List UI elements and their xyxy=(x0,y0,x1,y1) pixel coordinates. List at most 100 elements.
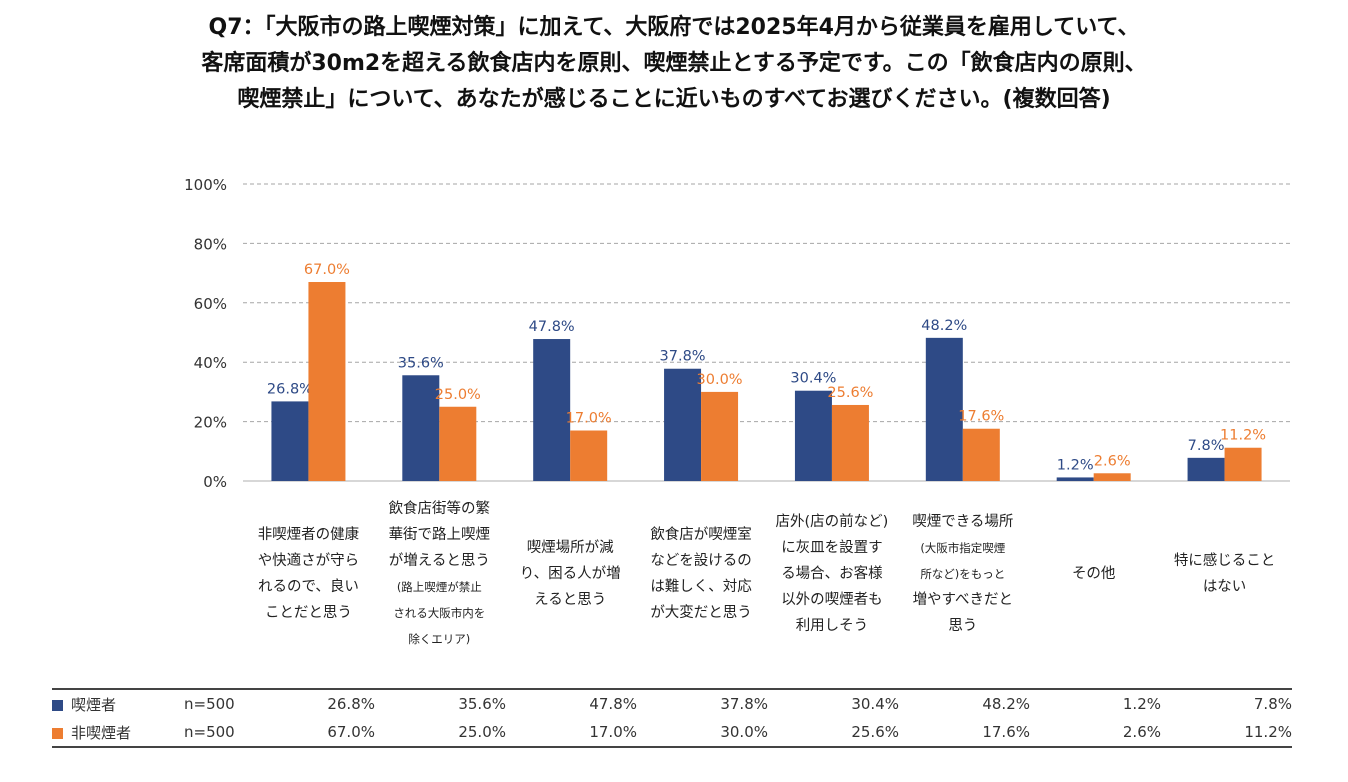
data-label-smoker: 47.8% xyxy=(529,319,575,335)
bar-smoker xyxy=(271,401,309,481)
category-label: 飲食店が喫煙室 などを設けるの は難しく、対応 が大変だと思う xyxy=(639,522,763,626)
category-label: 店外(店の前など) に灰皿を設置す る場合、お客様 以外の喫煙者も 利用しそう xyxy=(770,509,894,639)
category-label-line: 喫煙場所が減 xyxy=(526,540,614,556)
y-tick-label: 80% xyxy=(194,235,227,253)
table-row-nonsmoker: 非喫煙者 n=500 67.0% 25.0% 17.0% 30.0% 25.6% 17.6% 2… xyxy=(52,718,1292,748)
table-cell: 37.8% xyxy=(637,688,768,718)
category-label-line: り、困る人が増 xyxy=(519,566,621,582)
bar-nonsmoker xyxy=(1224,447,1262,481)
table-cell: 25.0% xyxy=(375,718,506,748)
category-label: 非喫煙者の健康 や快適さが守ら れるので、良い ことだと思う xyxy=(246,522,370,626)
data-label-nonsmoker: 67.0% xyxy=(304,262,350,278)
data-label-nonsmoker: 17.0% xyxy=(566,411,612,427)
bar-chart: 0% 20% 40% 60% 80% 100% 26.8% 67.0% 35.6% 25.0% 47… xyxy=(184,176,1290,491)
data-label-nonsmoker: 17.6% xyxy=(958,409,1004,425)
category-label: 飲食店街等の繁 華街で路上喫煙 が増えると思う (路上喫煙が禁止 される大阪市内を 除くエ… xyxy=(377,496,501,652)
title-line-1: Q7：「大阪市の路上喫煙対策」に加えて、大阪府では2025年4月から従業員を雇用… xyxy=(208,15,1140,40)
category-label-line: (大阪市指定喫煙 xyxy=(920,541,1006,555)
category-label-line: えると思う xyxy=(534,592,607,608)
y-tick-label: 0% xyxy=(203,473,227,491)
y-tick-label: 20% xyxy=(194,414,227,432)
title-line-3: 喫煙禁止」について、あなたが感じることに近いものすべてお選びください。(複数回答… xyxy=(237,87,1111,112)
category-label: 喫煙できる場所 (大阪市指定喫煙 所など)をもっと 増やすべきだと 思う xyxy=(901,509,1025,639)
bar-smoker xyxy=(794,390,832,481)
category-label: その他 xyxy=(1032,561,1156,587)
table-cell: 35.6% xyxy=(375,688,506,718)
category-label-line: や快適さが守ら xyxy=(257,553,360,569)
data-label-smoker: 7.8% xyxy=(1188,438,1225,454)
chart-title: Q7：「大阪市の路上喫煙対策」に加えて、大阪府では2025年4月から従業員を雇用… xyxy=(0,10,1348,118)
y-tick-label: 100% xyxy=(184,176,227,194)
category-label-line: ことだと思う xyxy=(264,605,352,621)
category-label: 喫煙場所が減 り、困る人が増 えると思う xyxy=(508,535,632,613)
category-label-line: る場合、お客様 xyxy=(781,566,883,582)
table-cell: 11.2% xyxy=(1161,718,1292,748)
table-row-smoker: 喫煙者 n=500 26.8% 35.6% 47.8% 37.8% 30.4% 48.2% 1.… xyxy=(52,688,1292,718)
category-label-line: 以外の喫煙者も xyxy=(781,592,883,608)
title-line-2: 客席面積が30m2を超える飲食店内を原則、喫煙禁止とする予定です。この「飲食店内… xyxy=(201,51,1147,76)
data-label-nonsmoker: 25.6% xyxy=(827,385,873,401)
data-label-smoker: 30.4% xyxy=(790,371,836,387)
bar-nonsmoker xyxy=(962,428,1000,481)
category-label-line: 非喫煙者の健康 xyxy=(257,527,360,543)
table-cell: 17.0% xyxy=(506,718,637,748)
data-label-smoker: 48.2% xyxy=(921,318,967,334)
table-cell: 7.8% xyxy=(1161,688,1292,718)
bar-smoker xyxy=(402,375,440,481)
table-cell: 25.6% xyxy=(768,718,899,748)
table-cell: 26.8% xyxy=(244,688,375,718)
data-table: 喫煙者 n=500 26.8% 35.6% 47.8% 37.8% 30.4% 48.2% 1.… xyxy=(52,688,1292,748)
bar-smoker xyxy=(1056,477,1094,481)
y-tick-label: 60% xyxy=(194,295,227,313)
data-label-smoker: 35.6% xyxy=(398,355,444,371)
category-label-line: その他 xyxy=(1071,566,1116,582)
table-cell: 2.6% xyxy=(1030,718,1161,748)
y-tick-label: 40% xyxy=(194,354,227,372)
category-label-line: が大変だと思う xyxy=(650,605,752,621)
data-label-nonsmoker: 25.0% xyxy=(435,387,481,403)
table-cell: 1.2% xyxy=(1030,688,1161,718)
legend-entry: 喫煙者 xyxy=(52,688,184,718)
category-label-line: 喫煙できる場所 xyxy=(912,514,1014,530)
category-label-line: 思う xyxy=(948,618,978,634)
category-label-line: 特に感じること xyxy=(1173,553,1276,569)
category-label-line: れるので、良い xyxy=(257,579,359,595)
bar-smoker xyxy=(925,337,963,481)
table-cell: 48.2% xyxy=(899,688,1030,718)
legend-label: 非喫煙者 xyxy=(71,723,132,742)
category-label-line: 飲食店が喫煙室 xyxy=(650,527,752,543)
bar-nonsmoker xyxy=(570,430,608,481)
table-cell: 67.0% xyxy=(244,718,375,748)
bar-nonsmoker xyxy=(831,404,869,481)
category-label-line: 利用しそう xyxy=(795,618,869,634)
category-label-line: はない xyxy=(1202,579,1247,595)
sample-size: n=500 xyxy=(184,718,244,748)
category-label-line: 飲食店街等の繁 xyxy=(388,501,491,517)
table-cell: 30.0% xyxy=(637,718,768,748)
category-label-line: (路上喫煙が禁止 xyxy=(396,580,482,594)
category-label-line: に灰皿を設置す xyxy=(781,540,883,556)
legend-entry: 非喫煙者 xyxy=(52,718,184,748)
bar-nonsmoker xyxy=(1093,473,1131,481)
sample-size: n=500 xyxy=(184,688,244,718)
data-label-nonsmoker: 30.0% xyxy=(697,372,743,388)
category-label-line: 増やすべきだと xyxy=(912,592,1014,608)
data-label-smoker: 26.8% xyxy=(267,381,313,397)
category-label-line: される大阪市内を xyxy=(393,606,486,620)
bar-nonsmoker xyxy=(701,391,739,481)
category-label-line: 所など)をもっと xyxy=(920,567,1006,581)
data-label-nonsmoker: 2.6% xyxy=(1094,453,1131,469)
category-label-line: 除くエリア) xyxy=(408,632,471,646)
bar-smoker xyxy=(1187,457,1225,481)
bar-smoker xyxy=(533,339,571,481)
category-label-line: が増えると思う xyxy=(388,553,490,569)
category-label-line: 華街で路上喫煙 xyxy=(388,527,491,543)
category-label-line: などを設けるの xyxy=(650,553,752,569)
category-label-line: 店外(店の前など) xyxy=(775,514,889,530)
bar-nonsmoker xyxy=(439,406,477,481)
category-label: 特に感じること はない xyxy=(1163,548,1287,600)
data-label-smoker: 1.2% xyxy=(1057,457,1094,473)
bar-nonsmoker xyxy=(308,282,346,481)
data-label-smoker: 37.8% xyxy=(660,349,706,365)
legend-label: 喫煙者 xyxy=(71,695,117,714)
